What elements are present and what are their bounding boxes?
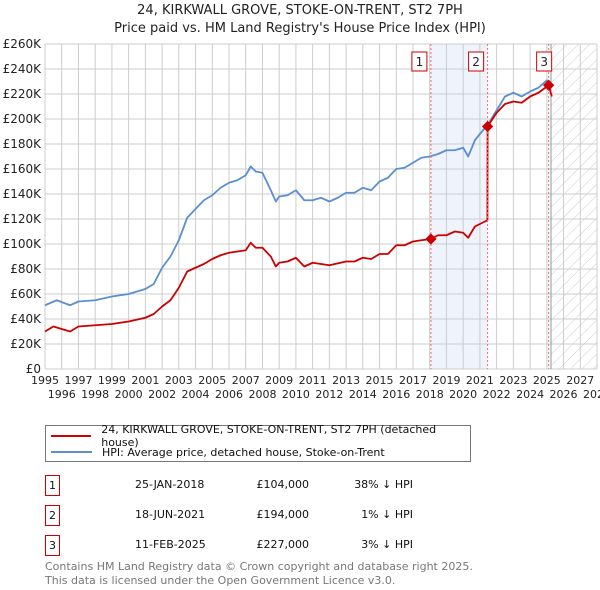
sale-date: 25-JAN-2018 [135, 478, 205, 491]
footer-licence: This data is licensed under the Open Gov… [45, 574, 396, 587]
x-tick-label: 1996 [48, 388, 76, 401]
sale-label-box [536, 51, 553, 72]
y-tick-label: £240K [3, 62, 43, 76]
price-chart: £0 £20K £40K £60K £80K £100K £120K £140K £160K £1… [3, 37, 600, 401]
sale-label: 2 [472, 55, 480, 69]
x-tick-label: 2000 [115, 388, 143, 401]
x-tick-label: 2012 [315, 388, 343, 401]
x-tick-label: 2006 [215, 388, 243, 401]
y-tick-label: £260K [3, 37, 43, 51]
sale-hpi-diff: 3% ↓ HPI [361, 538, 413, 551]
x-tick-label: 2004 [182, 388, 210, 401]
sale-date: 11-FEB-2025 [135, 538, 206, 551]
x-tick-label: 2010 [282, 388, 310, 401]
x-tick-label: 2024 [516, 388, 544, 401]
sale-hpi-diff: 1% ↓ HPI [361, 508, 413, 521]
chart-title: 24, KIRKWALL GROVE, STOKE-ON-TRENT, ST2 … [137, 3, 463, 18]
chart-subtitle: Price paid vs. HM Land Registry's House … [114, 21, 486, 36]
sale-label-box [411, 51, 428, 72]
y-tick-label: £200K [3, 112, 43, 126]
x-tick-label: 2003 [165, 374, 193, 387]
x-tick-label: 2020 [449, 388, 477, 401]
x-tick-label: 2027 [566, 374, 594, 387]
y-tick-label: £160K [3, 162, 43, 176]
x-tick-label: 1999 [98, 374, 126, 387]
y-tick-label: £60K [10, 287, 42, 301]
y-tick-label: £40K [10, 312, 42, 326]
y-tick-label: £0 [26, 362, 41, 376]
x-tick-label: 1998 [81, 388, 109, 401]
x-tick-label: 2018 [416, 388, 444, 401]
sale-number-badge: 2 [45, 505, 60, 526]
sale-date: 18-JUN-2021 [135, 508, 206, 521]
x-tick-label: 2008 [248, 388, 276, 401]
x-tick-label: 1997 [64, 374, 92, 387]
table-row: 3 11-FEB-2025 £227,000 3% ↓ HPI [45, 535, 465, 556]
x-tick-label: 2026 [550, 388, 578, 401]
legend-swatch-blue [51, 451, 92, 453]
table-row: 2 18-JUN-2021 £194,000 1% ↓ HPI [45, 505, 465, 526]
y-tick-label: £180K [3, 137, 43, 151]
x-tick-label: 1995 [31, 374, 59, 387]
property-price-line [44, 84, 553, 333]
forecast-hatch [551, 44, 597, 369]
legend-label: HPI: Average price, detached house, Stok… [102, 445, 385, 459]
x-tick-label: 2017 [399, 374, 427, 387]
y-tick-label: £120K [3, 212, 43, 226]
sale-price: £227,000 [256, 538, 310, 551]
x-tick-label: 2013 [332, 374, 360, 387]
x-tick-label: 2023 [499, 374, 527, 387]
legend-swatch-red [51, 435, 92, 437]
sale-point [425, 233, 437, 245]
footer-copyright: Contains HM Land Registry data © Crown c… [45, 560, 473, 573]
table-row: 1 25-JAN-2018 £104,000 38% ↓ HPI [45, 475, 465, 496]
sale-hpi-diff: 38% ↓ HPI [354, 478, 413, 491]
sale-number-badge: 3 [45, 535, 60, 556]
x-tick-label: 2014 [349, 388, 377, 401]
x-tick-label: 2025 [533, 374, 561, 387]
sale-price: £194,000 [256, 508, 310, 521]
legend-item-property: 24, KIRKWALL GROVE, STOKE-ON-TRENT, ST2 … [51, 423, 470, 449]
sale-label: 1 [416, 55, 424, 69]
sale-label-box [468, 51, 485, 72]
x-tick-label: 2001 [131, 374, 159, 387]
y-tick-label: £140K [3, 187, 43, 201]
x-tick-label: 2022 [483, 388, 511, 401]
x-tick-label: 2019 [432, 374, 460, 387]
x-tick-label: 2005 [198, 374, 226, 387]
y-tick-label: £100K [3, 237, 43, 251]
x-tick-label: 2002 [148, 388, 176, 401]
x-tick-label: 2028 [583, 388, 600, 401]
x-tick-label: 2011 [299, 374, 327, 387]
sale-label: 3 [540, 55, 548, 69]
y-tick-label: £220K [3, 87, 43, 101]
legend: 24, KIRKWALL GROVE, STOKE-ON-TRENT, ST2 … [45, 423, 471, 462]
x-tick-label: 2015 [366, 374, 394, 387]
hpi-line [44, 79, 552, 307]
y-tick-label: £80K [10, 262, 42, 276]
x-tick-label: 2009 [265, 374, 293, 387]
highlight-span [430, 44, 488, 369]
x-tick-label: 2021 [466, 374, 494, 387]
y-tick-label: £20K [10, 337, 42, 351]
sale-price: £104,000 [256, 478, 310, 491]
legend-label: 24, KIRKWALL GROVE, STOKE-ON-TRENT, ST2 … [101, 423, 437, 449]
x-tick-label: 2016 [382, 388, 410, 401]
legend-item-hpi: HPI: Average price, detached house, Stok… [51, 444, 385, 460]
x-tick-label: 2007 [232, 374, 260, 387]
sale-number-badge: 1 [45, 475, 60, 496]
